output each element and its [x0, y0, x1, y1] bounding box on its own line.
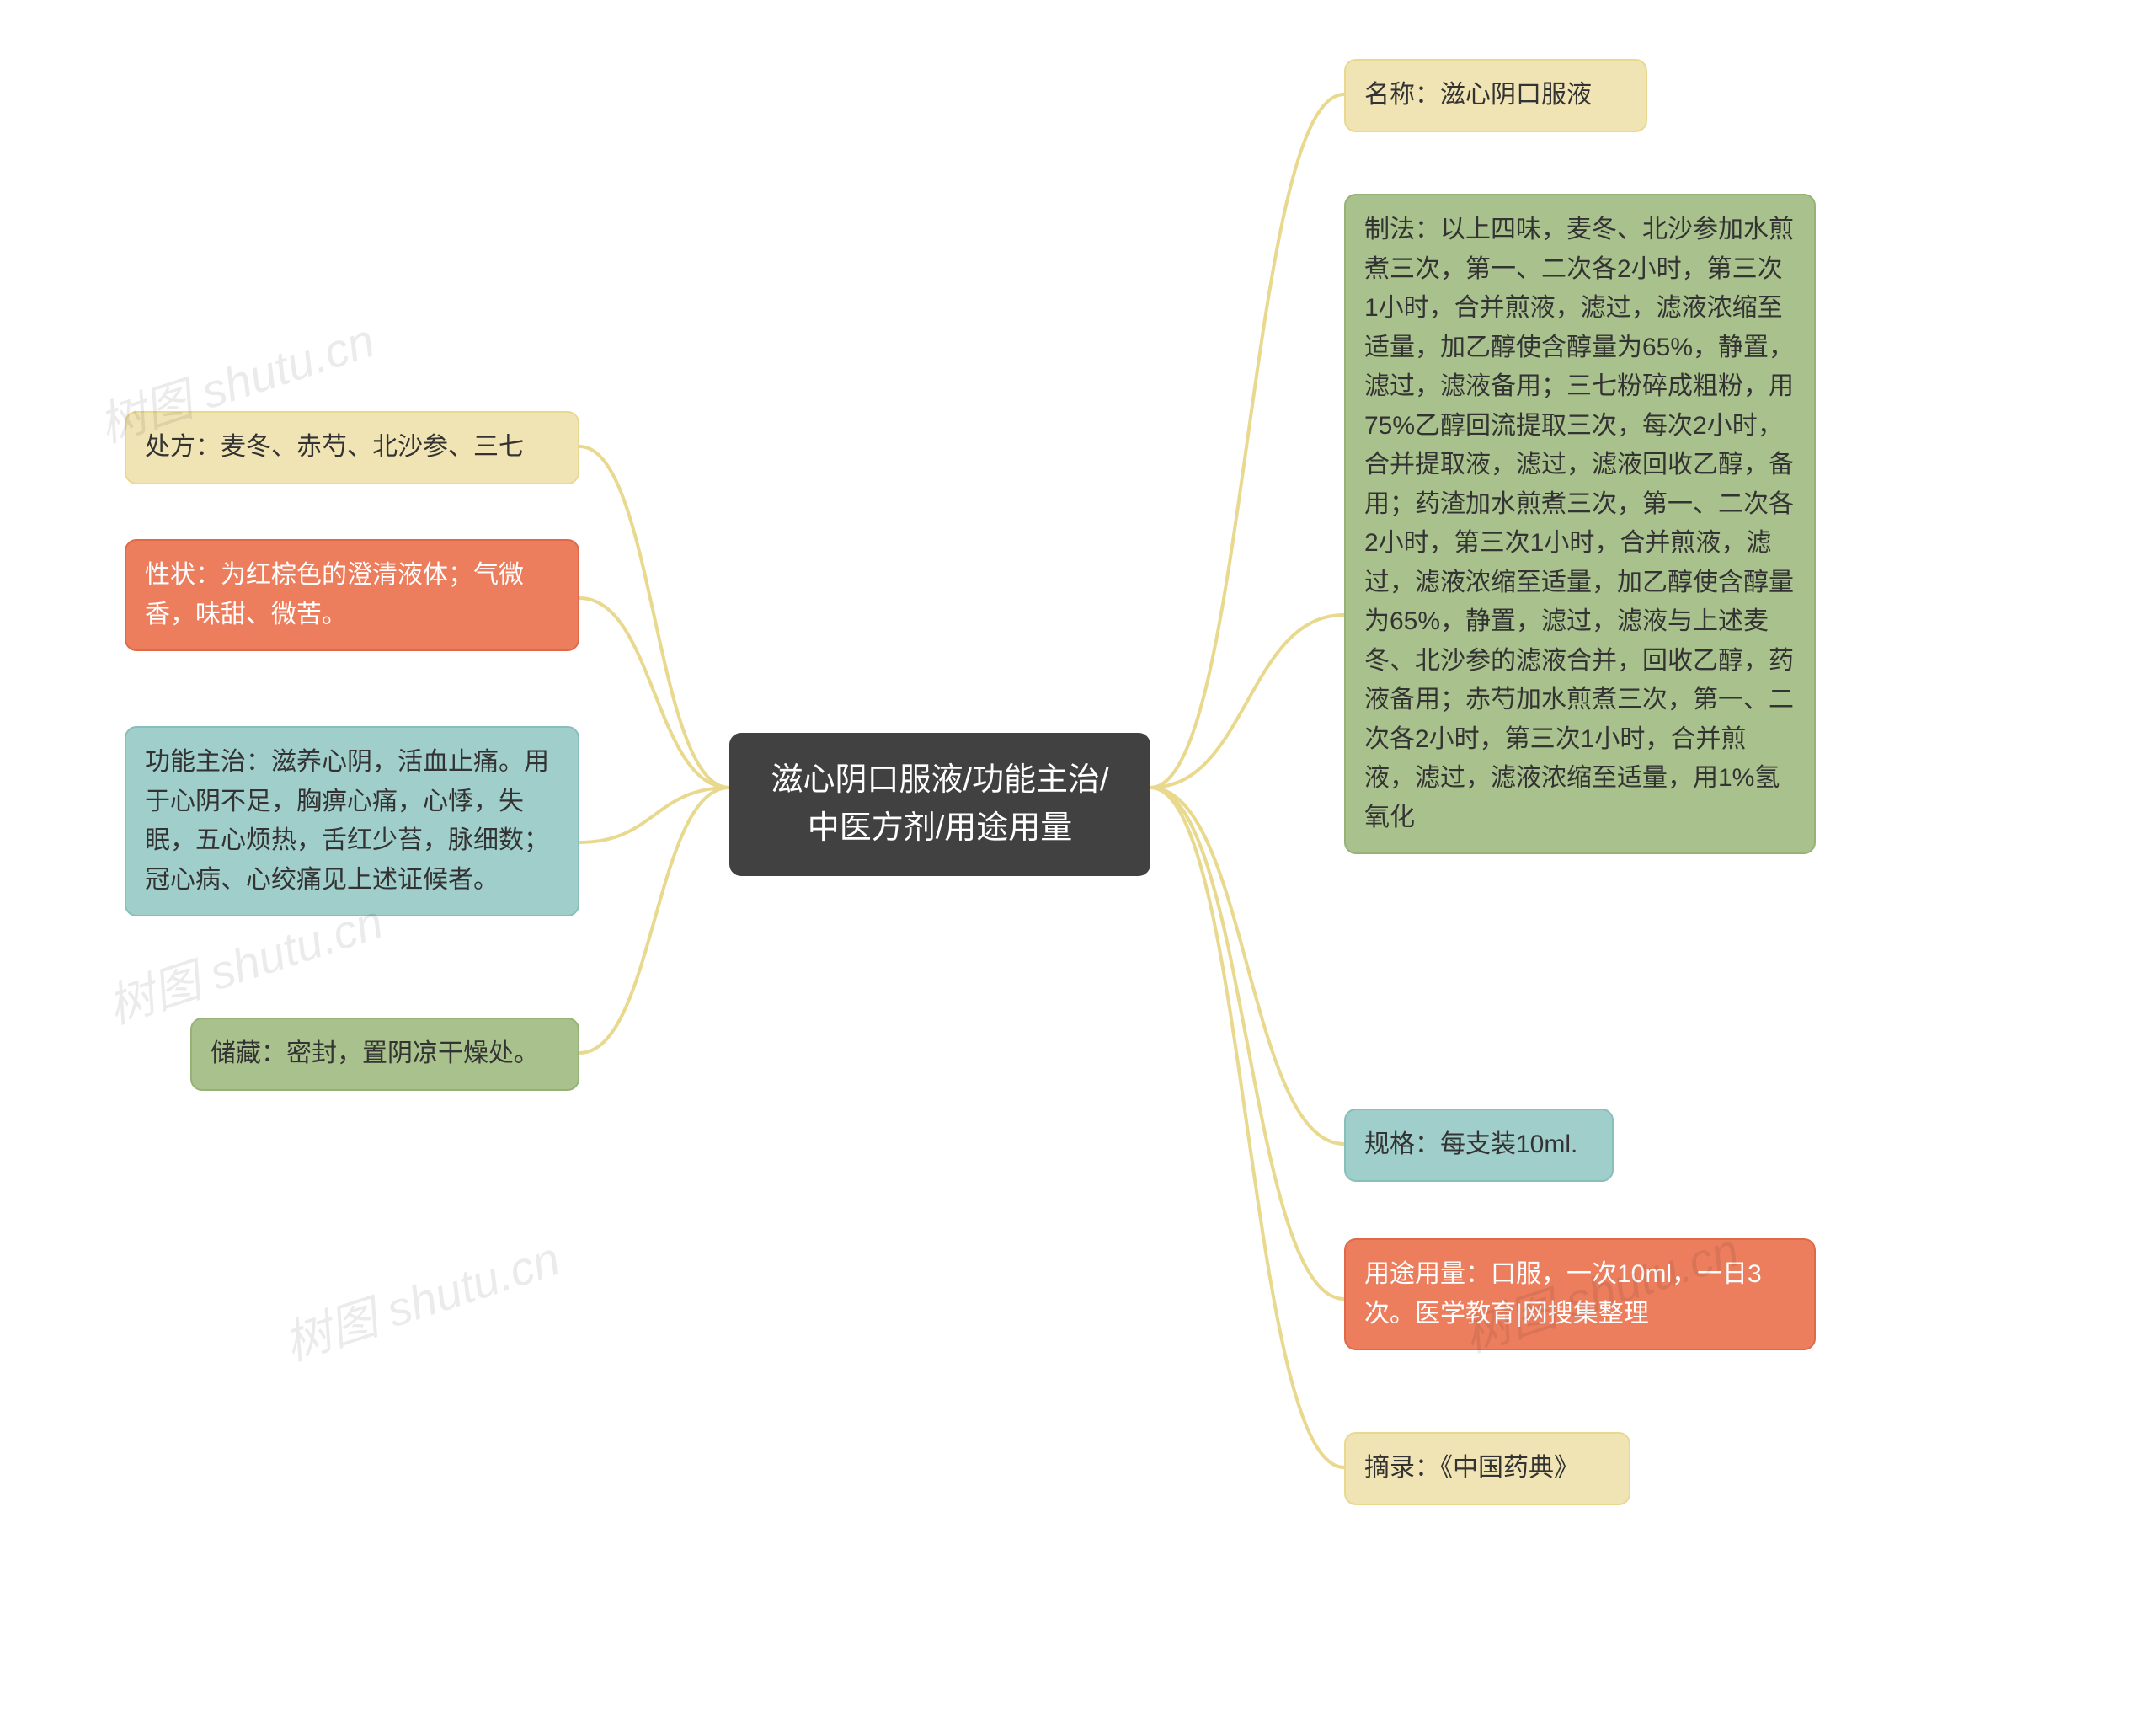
- node-storage: 储藏：密封，置阴凉干燥处。: [190, 1018, 579, 1091]
- node-usage: 用途用量：口服，一次10ml，一日3次。医学教育|网搜集整理: [1344, 1238, 1816, 1350]
- node-appearance: 性状：为红棕色的澄清液体；气微香，味甜、微苦。: [125, 539, 579, 651]
- node-name: 名称：滋心阴口服液: [1344, 59, 1647, 132]
- node-excerpt: 摘录：《中国药典》: [1344, 1432, 1630, 1505]
- center-node: 滋心阴口服液/功能主治/中医方剂/用途用量: [729, 733, 1150, 876]
- mindmap-canvas: 滋心阴口服液/功能主治/中医方剂/用途用量 处方：麦冬、赤芍、北沙参、三七 性状…: [0, 0, 2156, 1726]
- node-function: 功能主治：滋养心阴，活血止痛。用于心阴不足，胸痹心痛，心悸，失眠，五心烦热，舌红…: [125, 726, 579, 916]
- node-specification: 规格：每支装10ml.: [1344, 1109, 1614, 1182]
- node-prescription: 处方：麦冬、赤芍、北沙参、三七: [125, 411, 579, 484]
- node-preparation: 制法：以上四味，麦冬、北沙参加水煎煮三次，第一、二次各2小时，第三次1小时，合并…: [1344, 194, 1816, 854]
- watermark: 树图 shutu.cn: [275, 1221, 568, 1375]
